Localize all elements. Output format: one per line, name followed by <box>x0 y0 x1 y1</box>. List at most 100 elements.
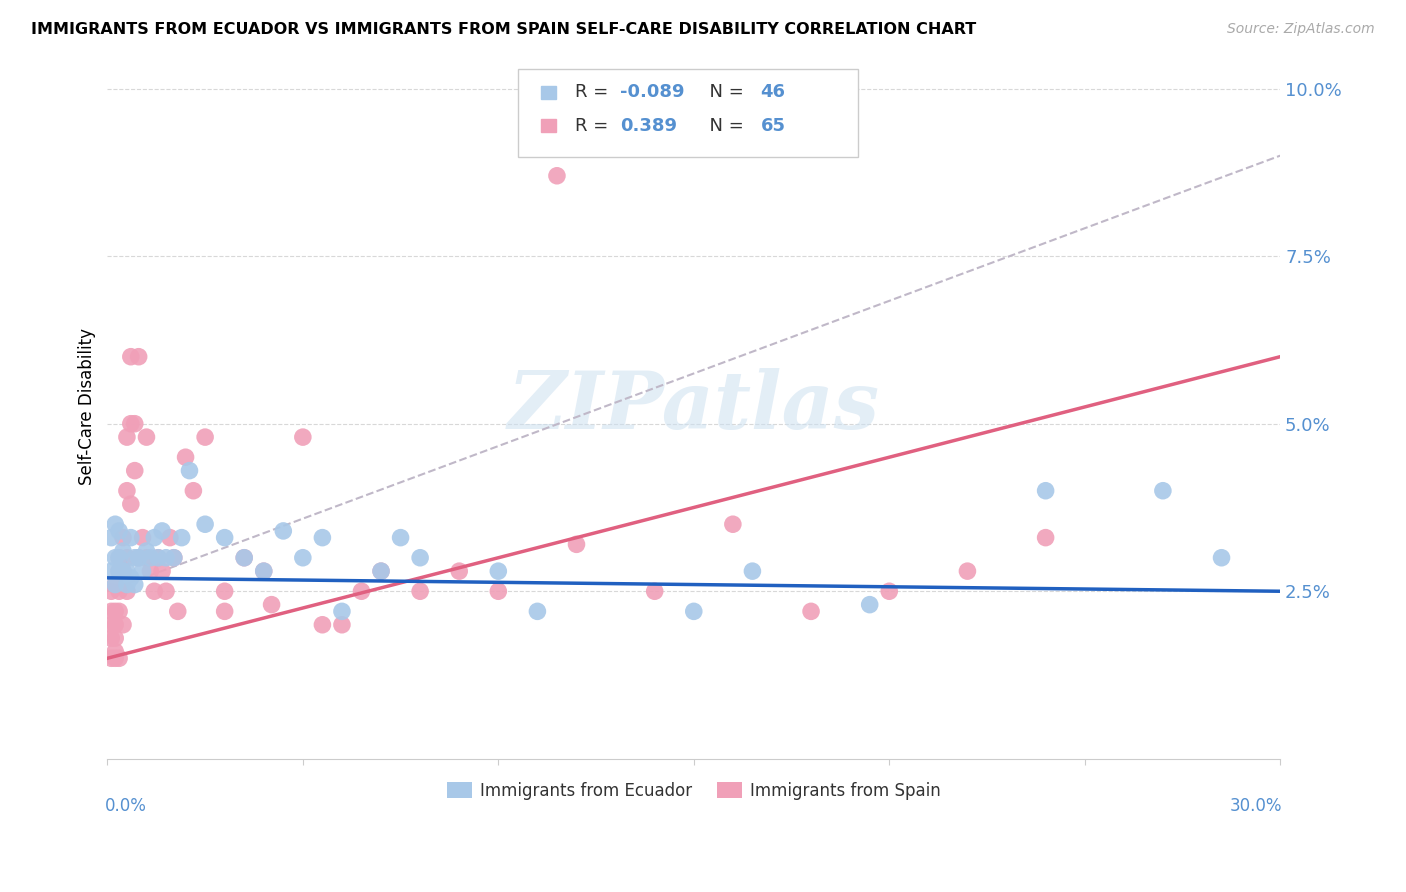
Point <box>166 604 188 618</box>
Point <box>253 564 276 578</box>
Point <box>115 584 138 599</box>
Point <box>108 550 131 565</box>
Point <box>124 417 146 431</box>
Point <box>115 577 138 591</box>
Point <box>104 617 127 632</box>
Point <box>115 550 138 565</box>
Point <box>111 617 134 632</box>
Point <box>115 430 138 444</box>
Point <box>128 550 150 565</box>
Point <box>104 517 127 532</box>
Point <box>120 531 142 545</box>
Point <box>565 537 588 551</box>
Point <box>128 550 150 565</box>
Point <box>104 577 127 591</box>
Point <box>150 524 173 538</box>
Legend: Immigrants from Ecuador, Immigrants from Spain: Immigrants from Ecuador, Immigrants from… <box>440 775 948 806</box>
Point <box>409 550 432 565</box>
Point <box>311 617 333 632</box>
Point <box>131 564 153 578</box>
Point <box>104 604 127 618</box>
Point <box>104 651 127 665</box>
Text: N =: N = <box>699 84 749 102</box>
Text: R =: R = <box>575 84 614 102</box>
Point <box>131 531 153 545</box>
Point <box>155 584 177 599</box>
Text: 46: 46 <box>761 84 786 102</box>
Point <box>179 464 201 478</box>
Point <box>111 564 134 578</box>
Point <box>143 531 166 545</box>
Point <box>260 598 283 612</box>
Point <box>1211 550 1233 565</box>
Point <box>100 584 122 599</box>
Point <box>859 598 882 612</box>
Point <box>148 550 170 565</box>
Point <box>124 464 146 478</box>
Point <box>163 550 186 565</box>
Point <box>115 483 138 498</box>
Point <box>350 584 373 599</box>
Point <box>108 564 131 578</box>
Point <box>291 430 314 444</box>
Point <box>1035 531 1057 545</box>
Point <box>111 544 134 558</box>
Point <box>104 631 127 645</box>
Point <box>159 531 181 545</box>
Point <box>214 584 236 599</box>
Point <box>108 604 131 618</box>
Point <box>214 531 236 545</box>
Point <box>1152 483 1174 498</box>
Point <box>800 604 823 618</box>
Text: N =: N = <box>699 117 749 135</box>
Point <box>233 550 256 565</box>
Bar <box>541 120 557 132</box>
Point <box>409 584 432 599</box>
Text: ZIPatlas: ZIPatlas <box>508 368 880 446</box>
Point <box>100 531 122 545</box>
Text: Source: ZipAtlas.com: Source: ZipAtlas.com <box>1227 22 1375 37</box>
Point <box>546 169 568 183</box>
Point <box>115 564 138 578</box>
Point <box>183 483 205 498</box>
Point <box>271 524 294 538</box>
Point <box>100 617 122 632</box>
Point <box>877 584 900 599</box>
Point <box>486 564 509 578</box>
Point <box>233 550 256 565</box>
Point <box>120 417 142 431</box>
Point <box>721 517 744 532</box>
Point <box>120 497 142 511</box>
Text: 0.0%: 0.0% <box>105 797 146 815</box>
Point <box>100 651 122 665</box>
Text: -0.089: -0.089 <box>620 84 685 102</box>
Point <box>291 550 314 565</box>
Point <box>682 604 704 618</box>
Point <box>194 517 217 532</box>
Point <box>111 531 134 545</box>
Point <box>111 564 134 578</box>
Point <box>104 550 127 565</box>
Point <box>104 644 127 658</box>
Point <box>139 564 162 578</box>
Point <box>135 550 157 565</box>
Point <box>1035 483 1057 498</box>
Point <box>108 584 131 599</box>
Point <box>150 564 173 578</box>
Point <box>135 544 157 558</box>
Point <box>370 564 392 578</box>
Point <box>741 564 763 578</box>
Bar <box>541 87 557 99</box>
Text: 0.389: 0.389 <box>620 117 676 135</box>
Point <box>120 571 142 585</box>
Point <box>108 564 131 578</box>
Point <box>104 577 127 591</box>
Point <box>194 430 217 444</box>
Point <box>253 564 276 578</box>
Point <box>148 550 170 565</box>
FancyBboxPatch shape <box>517 70 858 157</box>
Point <box>100 604 122 618</box>
Point <box>389 531 412 545</box>
Text: R =: R = <box>575 117 620 135</box>
Point <box>170 531 193 545</box>
